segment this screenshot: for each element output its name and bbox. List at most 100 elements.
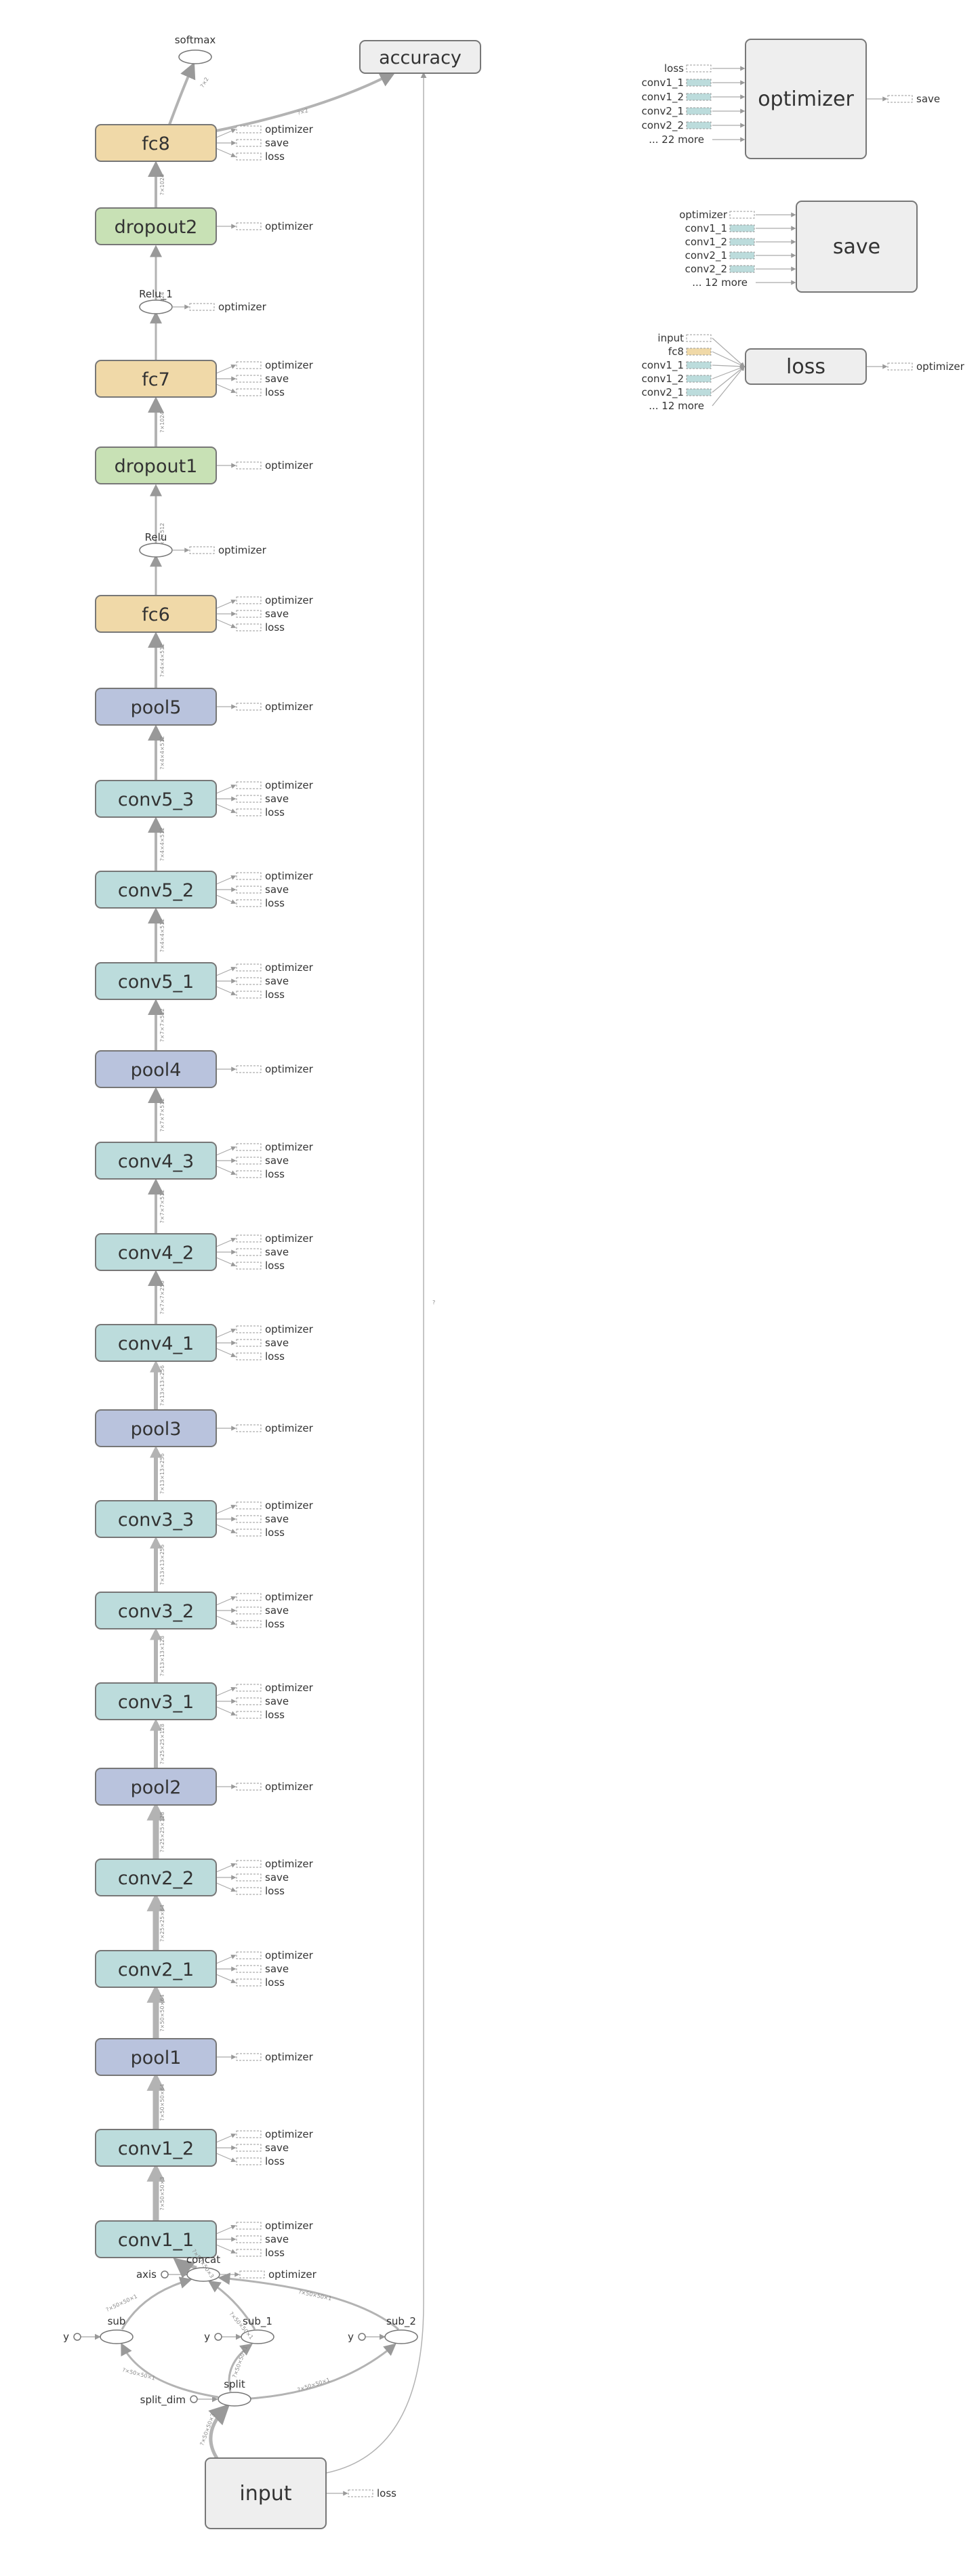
nodes-layer: ?×50×50×3 ?×50×50×64 ?×50×50×64 ?×25×25×64?… <box>63 34 965 2529</box>
in-stub-loss-conv1_2 <box>686 375 712 383</box>
port-stub-conv4_3-optimizer <box>236 1143 262 1151</box>
port-stub-conv2_1-loss <box>236 1978 262 1987</box>
node-conv3_2[interactable]: conv3_2 <box>95 1592 217 1629</box>
port-label-fc7-optimizer: optimizer <box>265 359 314 371</box>
port-stub-conv1_2-loss <box>236 2157 262 2165</box>
node-pool4[interactable]: pool4 <box>95 1050 217 1088</box>
shape-label-input-accuracy: ? <box>432 1300 435 1306</box>
node-sub <box>100 2329 134 2344</box>
node-loss-summary-box <box>745 348 867 385</box>
in-label-save-1: conv1_1 <box>685 222 727 235</box>
port-stub-relu <box>189 546 215 554</box>
port-edge-fc8-optimizer <box>216 128 237 138</box>
node-conv5_3-box <box>95 780 217 818</box>
node-conv1_1[interactable]: conv1_1 <box>95 2220 217 2258</box>
in-edge-loss-3 <box>712 365 746 379</box>
node-conv4_1-label: conv4_1 <box>118 1333 194 1354</box>
in-label-optimizer-1: conv1_1 <box>642 77 684 89</box>
node-conv5_2-box <box>95 871 217 909</box>
port-stub-conv3_2-save <box>236 1606 262 1615</box>
node-conv5_2[interactable]: conv5_2 <box>95 871 217 909</box>
node-dropout1-box <box>95 446 217 484</box>
port-label-conv2_1-optimizer: optimizer <box>265 1949 314 1961</box>
port-stub-conv3_3-optimizer <box>236 1501 262 1510</box>
node-conv2_1[interactable]: conv2_1 <box>95 1950 217 1988</box>
port-label-fc7-loss: loss <box>265 386 285 398</box>
node-input-label: input <box>239 2482 291 2506</box>
node-pool1[interactable]: pool1 <box>95 2038 217 2076</box>
port-stub-pool1-optimizer <box>236 2053 262 2061</box>
node-conv4_3-label: conv4_3 <box>118 1151 194 1172</box>
port-stub-fc8-optimizer <box>236 125 262 133</box>
port-label-pool3-optimizer: optimizer <box>265 1422 314 1434</box>
port-label-pool2-optimizer: optimizer <box>265 1781 314 1793</box>
node-optimizer-summary[interactable]: optimizer <box>745 39 867 159</box>
node-save-summary[interactable]: save <box>796 201 918 293</box>
in-stub-optimizer-loss <box>686 64 712 72</box>
shape-label-fc6: ?×2×2×512 <box>159 523 165 557</box>
node-softmax-label: softmax <box>175 34 216 46</box>
shape-label-split-sub2: ?×50×50×1 <box>297 2377 331 2393</box>
port-edge-conv5_1-loss <box>216 986 237 996</box>
node-conv4_3[interactable]: conv4_3 <box>95 1142 217 1180</box>
port-label-conv1_2-loss: loss <box>265 2155 285 2167</box>
in-stub-optimizer-conv2_1 <box>686 107 712 115</box>
node-dropout1[interactable]: dropout1 <box>95 446 217 484</box>
node-pool3[interactable]: pool3 <box>95 1409 217 1447</box>
shape-label-conv2_2: ?×25×25×128 <box>159 1812 165 1852</box>
node-conv4_2[interactable]: conv4_2 <box>95 1233 217 1271</box>
edge-sub-concat <box>121 2277 192 2330</box>
in-stub-save-conv2_1 <box>729 251 755 259</box>
node-conv3_3[interactable]: conv3_3 <box>95 1500 217 1538</box>
port-stub-fc8-loss <box>236 152 262 161</box>
node-fc7[interactable]: fc7 <box>95 360 217 398</box>
shape-label-pool3: ?×13×13×256 <box>159 1365 165 1406</box>
port-label-conv2_2-optimizer: optimizer <box>265 1858 314 1870</box>
node-conv2_2[interactable]: conv2_2 <box>95 1858 217 1896</box>
port-label-conv5_2-loss: loss <box>265 897 285 909</box>
port-stub-relu_1 <box>189 303 215 311</box>
node-pool2[interactable]: pool2 <box>95 1768 217 1806</box>
port-edge-conv4_1-optimizer <box>216 1328 237 1338</box>
port-edge-conv4_3-optimizer <box>216 1146 237 1156</box>
node-pool5[interactable]: pool5 <box>95 688 217 726</box>
node-loss-summary[interactable]: loss <box>745 348 867 385</box>
shape-label-conv5_2: ?×4×4×512 <box>159 827 165 861</box>
port-stub-conv2_1-optimizer <box>236 1951 262 1959</box>
node-accuracy[interactable]: accuracy <box>359 40 481 74</box>
port-label-conv5_3-loss: loss <box>265 806 285 818</box>
node-dropout2-label: dropout2 <box>115 217 198 238</box>
node-conv1_2[interactable]: conv1_2 <box>95 2129 217 2167</box>
node-conv3_1[interactable]: conv3_1 <box>95 1682 217 1720</box>
shape-label-dropout1: ?×1024 <box>159 411 165 432</box>
node-fc6[interactable]: fc6 <box>95 595 217 633</box>
port-label-conv5_2-save: save <box>265 884 289 896</box>
port-edge-conv5_3-optimizer <box>216 784 237 794</box>
port-label-conv4_1-optimizer: optimizer <box>265 1323 314 1335</box>
node-conv5_3[interactable]: conv5_3 <box>95 780 217 818</box>
port-label-conv1_1-loss: loss <box>265 2247 285 2259</box>
in-label-save-3: conv2_1 <box>685 249 727 262</box>
node-conv4_1[interactable]: conv4_1 <box>95 1324 217 1362</box>
port-stub-conv4_2-loss <box>236 1262 262 1270</box>
shape-label-conv4_1: ?×7×7×256 <box>159 1281 165 1314</box>
shape-label-fc8-softmax: ?×2 <box>199 77 210 89</box>
port-stub-conv5_1-save <box>236 977 262 985</box>
node-pool1-label: pool1 <box>131 2048 182 2069</box>
port-label-input-loss: loss <box>377 2487 396 2499</box>
node-input[interactable]: input <box>205 2457 327 2529</box>
port-label-relu_1: optimizer <box>218 301 267 313</box>
node-conv5_1[interactable]: conv5_1 <box>95 962 217 1000</box>
in-stub-loss-input <box>686 334 712 342</box>
node-fc8[interactable]: fc8 <box>95 124 217 162</box>
node-pool4-label: pool4 <box>131 1060 182 1081</box>
port-label-conv1_2-optimizer: optimizer <box>265 2128 314 2140</box>
in-stub-optimizer-conv1_2 <box>686 93 712 101</box>
port-edge-conv3_3-loss <box>216 1524 237 1534</box>
port-label-conv2_2-save: save <box>265 1871 289 1884</box>
port-stub-input-loss <box>348 2489 373 2497</box>
in-stub-save-conv2_2 <box>729 265 755 273</box>
port-edge-conv2_1-loss <box>216 1974 237 1984</box>
node-dropout2[interactable]: dropout2 <box>95 207 217 245</box>
